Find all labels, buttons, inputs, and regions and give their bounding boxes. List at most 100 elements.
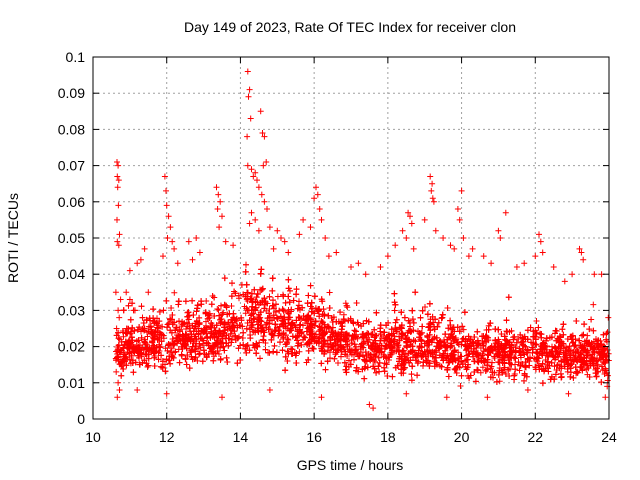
data-point bbox=[376, 359, 383, 366]
data-point bbox=[186, 325, 193, 332]
data-point bbox=[269, 287, 276, 294]
data-point bbox=[384, 336, 391, 343]
data-point bbox=[259, 285, 266, 292]
data-point bbox=[188, 331, 195, 338]
data-point bbox=[445, 325, 452, 332]
data-point bbox=[418, 329, 425, 336]
data-point bbox=[120, 351, 127, 358]
data-point bbox=[196, 350, 203, 357]
data-point bbox=[255, 321, 262, 328]
data-point bbox=[383, 342, 390, 349]
data-point bbox=[392, 319, 399, 326]
data-point bbox=[583, 360, 590, 367]
data-point bbox=[383, 322, 390, 329]
data-point bbox=[295, 302, 302, 309]
data-point bbox=[371, 326, 378, 333]
data-point bbox=[501, 349, 508, 356]
data-point bbox=[221, 275, 228, 282]
data-point bbox=[164, 324, 171, 331]
data-point bbox=[576, 337, 583, 344]
data-point bbox=[176, 334, 183, 340]
data-point bbox=[298, 315, 305, 322]
data-point bbox=[256, 339, 263, 346]
data-point bbox=[499, 356, 506, 363]
data-point bbox=[209, 293, 216, 299]
data-point bbox=[156, 308, 163, 315]
data-point bbox=[311, 333, 318, 340]
data-point bbox=[501, 360, 508, 367]
data-point bbox=[280, 291, 286, 298]
data-point bbox=[394, 328, 400, 335]
data-point bbox=[144, 363, 151, 370]
data-point bbox=[194, 302, 201, 309]
data-point bbox=[220, 330, 227, 337]
data-point bbox=[172, 327, 179, 334]
data-point bbox=[167, 360, 174, 367]
data-point bbox=[162, 368, 169, 375]
data-point bbox=[309, 345, 316, 352]
data-point bbox=[207, 344, 214, 351]
data-point bbox=[590, 327, 597, 334]
data-point bbox=[154, 336, 161, 343]
data-point bbox=[442, 331, 449, 338]
data-point bbox=[272, 308, 279, 315]
data-point bbox=[130, 369, 137, 376]
data-point bbox=[272, 321, 278, 328]
data-point bbox=[240, 329, 247, 336]
data-point bbox=[277, 313, 284, 320]
data-point bbox=[530, 328, 537, 335]
data-point bbox=[424, 311, 431, 318]
data-point bbox=[247, 312, 254, 319]
data-point bbox=[580, 331, 587, 338]
data-point bbox=[365, 342, 372, 349]
data-point bbox=[121, 342, 128, 349]
data-point bbox=[444, 305, 451, 311]
data-point bbox=[491, 353, 498, 360]
data-point bbox=[370, 363, 377, 370]
data-point bbox=[240, 291, 247, 298]
data-point bbox=[568, 333, 575, 340]
data-point bbox=[502, 371, 509, 377]
data-point bbox=[495, 359, 502, 366]
data-point bbox=[474, 342, 481, 349]
data-point bbox=[215, 307, 222, 313]
data-point bbox=[561, 363, 568, 370]
data-point bbox=[305, 347, 312, 354]
data-point bbox=[404, 344, 411, 351]
data-point bbox=[557, 334, 564, 341]
data-point bbox=[495, 371, 502, 378]
data-point bbox=[391, 290, 398, 297]
data-point bbox=[579, 367, 586, 374]
data-point bbox=[347, 349, 354, 356]
data-point bbox=[343, 363, 350, 370]
data-point bbox=[459, 323, 466, 330]
data-point bbox=[594, 361, 601, 368]
data-point bbox=[590, 347, 597, 353]
data-point bbox=[424, 342, 430, 349]
data-point bbox=[141, 325, 148, 332]
data-point bbox=[482, 367, 489, 374]
data-point bbox=[483, 338, 490, 345]
data-point bbox=[159, 358, 166, 365]
data-point bbox=[505, 366, 512, 373]
data-point bbox=[208, 320, 215, 327]
data-point bbox=[315, 340, 322, 347]
data-point bbox=[229, 336, 235, 343]
data-point bbox=[242, 345, 249, 352]
data-point bbox=[435, 319, 442, 326]
data-point bbox=[410, 319, 417, 326]
data-point bbox=[183, 361, 190, 368]
data-point bbox=[217, 356, 224, 363]
data-point bbox=[139, 359, 146, 366]
data-point bbox=[190, 338, 197, 345]
data-points bbox=[112, 68, 612, 412]
data-point bbox=[419, 307, 426, 314]
data-point bbox=[412, 289, 419, 296]
data-point bbox=[302, 334, 309, 341]
data-point bbox=[505, 294, 512, 301]
data-point bbox=[163, 297, 170, 304]
data-point bbox=[601, 371, 608, 377]
data-point bbox=[567, 373, 574, 380]
data-point bbox=[579, 343, 586, 350]
